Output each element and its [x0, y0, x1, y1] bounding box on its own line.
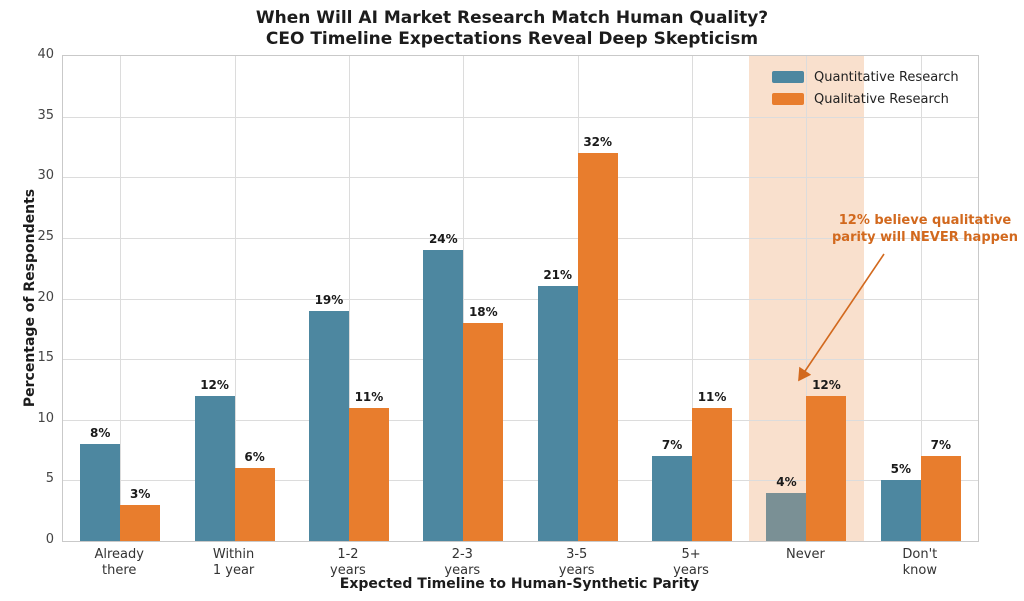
legend-swatch	[772, 93, 804, 105]
x-gridline	[120, 56, 122, 541]
legend-label: Qualitative Research	[814, 91, 949, 107]
bar-quantitative	[80, 444, 121, 541]
bar-qualitative	[692, 407, 733, 541]
bar-value-label: 19%	[314, 292, 344, 307]
bar-value-label: 32%	[583, 135, 613, 149]
y-gridline	[63, 359, 978, 361]
bar-quantitative	[308, 310, 349, 541]
bar-quantitative	[537, 286, 578, 541]
y-gridline	[63, 237, 978, 239]
bar-value-label: 8%	[90, 426, 111, 440]
annotation-line2: parity will NEVER happen	[831, 230, 1018, 245]
bar-value-label: 21%	[543, 268, 573, 283]
bar-value-label: 18%	[468, 304, 498, 319]
x-tick-label: Within 1 year	[212, 547, 255, 578]
plot-area: 8% 3% 12% 6% 19% 11% 24% 18% 21% 32% 7% 11% 4% 12% 5% 7…	[62, 55, 979, 542]
x-tick-label: Don't know	[902, 547, 938, 578]
annotation-line1: 12% believe qualitative	[838, 213, 1012, 228]
bar-qualitative	[577, 153, 618, 541]
bar-value-label: 11%	[697, 389, 727, 404]
y-tick-label: 40	[37, 47, 54, 62]
x-tick-label: 5+ years	[673, 547, 709, 578]
bar-qualitative	[234, 468, 275, 541]
y-gridline	[63, 480, 978, 482]
bar-quantitative	[423, 250, 464, 541]
y-gridline	[63, 116, 978, 118]
bar-value-label: 12%	[812, 377, 841, 392]
y-tick-label: 10	[37, 410, 54, 426]
y-gridline	[63, 177, 978, 179]
x-gridline	[920, 56, 922, 541]
x-tick-label: Never	[786, 547, 825, 562]
y-tick-label: 20	[37, 289, 54, 305]
bar-value-label: 7%	[930, 438, 951, 453]
bar-value-label: 4%	[776, 474, 797, 489]
legend-swatch	[772, 71, 804, 83]
legend-item: Qualitative Research	[772, 88, 959, 110]
chart-title-line2: CEO Timeline Expectations Reveal Deep Sk…	[265, 29, 759, 49]
bar-value-label: 12%	[200, 377, 229, 392]
bar-qualitative	[920, 456, 961, 541]
legend-item: Quantitative Research	[772, 66, 959, 88]
x-gridline	[463, 56, 465, 541]
bar-quantitative	[766, 492, 807, 541]
bar-quantitative	[652, 456, 693, 541]
bar-value-label: 24%	[428, 232, 458, 246]
bar-value-label: 5%	[890, 462, 911, 477]
y-gridline	[63, 298, 978, 300]
x-gridline	[348, 56, 350, 541]
x-gridline	[692, 56, 694, 541]
bar-qualitative	[806, 395, 847, 541]
bar-quantitative	[880, 480, 921, 541]
bar-qualitative	[120, 504, 161, 541]
y-tick-label: 15	[37, 350, 54, 366]
legend: Quantitative Research Qualitative Researc…	[772, 66, 959, 110]
y-tick-label: 5	[45, 471, 54, 487]
annotation-callout: 12% believe qualitative parity will NEVE…	[830, 212, 1020, 246]
bar-qualitative	[348, 407, 389, 541]
y-tick-label: 0	[45, 532, 54, 547]
x-tick-label: Already there	[94, 547, 144, 578]
chart-title: When Will AI Market Research Match Human…	[0, 8, 1024, 50]
bar-quantitative	[194, 395, 235, 541]
y-tick-label: 25	[37, 228, 54, 244]
x-tick-label: 3-5 years	[558, 547, 595, 578]
bar-qualitative	[463, 322, 504, 541]
bar-value-label: 3%	[130, 486, 151, 501]
x-gridline	[234, 56, 236, 541]
y-tick-label: 30	[37, 168, 54, 184]
y-tick-label: 35	[37, 107, 54, 123]
y-gridline	[63, 419, 978, 421]
x-axis-label: Expected Timeline to Human-Synthetic Par…	[339, 576, 700, 592]
x-tick-label: 1-2 years	[330, 547, 366, 578]
bar-value-label: 6%	[244, 450, 265, 465]
legend-label: Quantitative Research	[814, 69, 959, 85]
bar-value-label: 11%	[354, 389, 384, 404]
chart-title-line1: When Will AI Market Research Match Human…	[255, 8, 769, 28]
x-tick-label: 2-3 years	[444, 547, 481, 578]
bar-value-label: 7%	[661, 438, 683, 453]
